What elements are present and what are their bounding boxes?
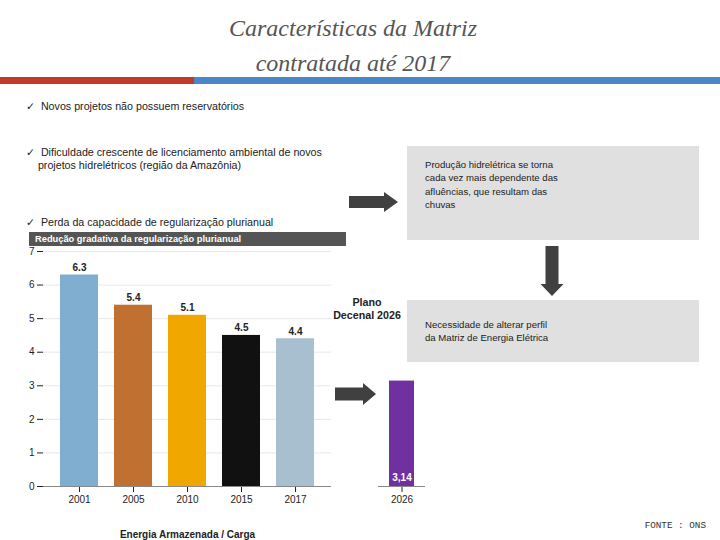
svg-text:4: 4 xyxy=(29,346,35,357)
html-text:✓ Novos projetos não possuem r: ✓ Novos projetos não possuem reservatóri… xyxy=(26,100,245,112)
svg-text:6.3: 6.3 xyxy=(73,262,87,273)
html-text:Necessidade de alterar perfil: Necessidade de alterar perfil da Matriz … xyxy=(425,319,549,344)
svg-text:2010: 2010 xyxy=(176,494,199,505)
svg-text:5.4: 5.4 xyxy=(127,292,141,303)
svg-text:2017: 2017 xyxy=(284,494,307,505)
svg-text:Energia Armazenada / Carga: Energia Armazenada / Carga xyxy=(120,529,256,540)
html-text:Características da Matriz: Características da Matriz xyxy=(229,15,477,41)
svg-text:2005: 2005 xyxy=(122,494,145,505)
svg-text:7: 7 xyxy=(29,246,35,257)
svg-text:5: 5 xyxy=(29,313,35,324)
svg-text:0: 0 xyxy=(29,481,35,492)
svg-text:2015: 2015 xyxy=(230,494,253,505)
html-text:Redução gradativa da regulariz: Redução gradativa da regularização pluri… xyxy=(35,234,242,244)
html-text:✓ Dificuldade crescente de lic: ✓ Dificuldade crescente de licenciamento… xyxy=(26,146,322,171)
svg-text:1: 1 xyxy=(29,447,35,458)
svg-text:4.5: 4.5 xyxy=(235,322,249,333)
svg-text:2: 2 xyxy=(29,414,35,425)
html-text:✓ Perda da capacidade de regul: ✓ Perda da capacidade de regularização p… xyxy=(26,216,274,228)
html-text:contratada até 2017: contratada até 2017 xyxy=(255,50,451,76)
svg-text:3,14: 3,14 xyxy=(392,472,412,483)
svg-text:3: 3 xyxy=(29,380,35,391)
html-text:Produção hidrelétrica se torna: Produção hidrelétrica se torna cada vez … xyxy=(425,159,558,211)
svg-text:5.1: 5.1 xyxy=(181,302,195,313)
svg-text:6: 6 xyxy=(29,279,35,290)
svg-text:2026: 2026 xyxy=(391,494,414,505)
svg-text:4.4: 4.4 xyxy=(289,326,303,337)
svg-text:2001: 2001 xyxy=(68,494,91,505)
html-text:Plano Decenal 2026: Plano Decenal 2026 xyxy=(333,296,401,321)
html-text:FONTE : ONS: FONTE : ONS xyxy=(644,520,706,531)
